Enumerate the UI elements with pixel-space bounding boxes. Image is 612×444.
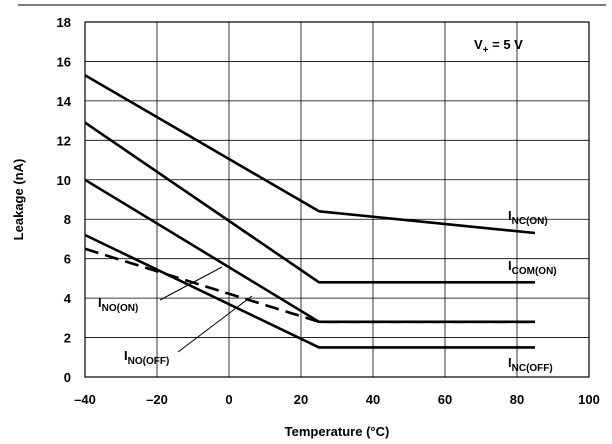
label-icom-on: ICOM(ON) xyxy=(508,258,557,277)
x-tick-label: 20 xyxy=(294,392,308,407)
y-tick-label: 2 xyxy=(64,331,71,346)
x-axis-label: Temperature (°C) xyxy=(285,424,390,439)
x-tick-labels: –40 –20 0 20 40 60 80 100 xyxy=(74,392,600,407)
y-tick-label: 10 xyxy=(57,173,71,188)
series-line-ino_off xyxy=(84,247,535,324)
x-tick-label: –20 xyxy=(146,392,168,407)
label-ino-off: INO(OFF) xyxy=(124,348,169,367)
leader-ino-off xyxy=(177,295,253,353)
y-tick-label: 14 xyxy=(57,94,72,109)
y-tick-label: 0 xyxy=(64,370,71,385)
y-tick-label: 18 xyxy=(57,15,71,30)
x-tick-label: –40 xyxy=(74,392,96,407)
x-tick-label: 80 xyxy=(510,392,524,407)
series-line-inc_on xyxy=(84,74,536,235)
supply-annotation: V+ = 5 V xyxy=(474,37,523,56)
y-tick-label: 12 xyxy=(57,133,71,148)
y-tick-label: 8 xyxy=(64,212,71,227)
series-line-icom_on xyxy=(84,121,535,284)
leader-ino-on xyxy=(159,266,223,301)
series-lines xyxy=(84,74,536,349)
label-ino-on: INO(ON) xyxy=(98,295,138,314)
y-tick-label: 16 xyxy=(57,54,71,69)
x-tick-label: 60 xyxy=(438,392,452,407)
label-inc-on: INC(ON) xyxy=(508,208,548,227)
x-tick-label: 0 xyxy=(225,392,232,407)
x-tick-label: 100 xyxy=(578,392,600,407)
y-axis-label: Leakage (nA) xyxy=(11,159,26,241)
grid xyxy=(85,22,589,377)
x-tick-label: 40 xyxy=(366,392,380,407)
series-line-inc_off xyxy=(84,233,535,349)
plot-frame xyxy=(84,21,590,378)
y-tick-labels: 0 2 4 6 8 10 12 14 16 18 xyxy=(57,15,72,385)
y-tick-label: 4 xyxy=(64,291,72,306)
label-inc-off: INC(OFF) xyxy=(508,355,553,374)
series-line-ino_on xyxy=(84,178,535,324)
y-tick-label: 6 xyxy=(64,252,71,267)
